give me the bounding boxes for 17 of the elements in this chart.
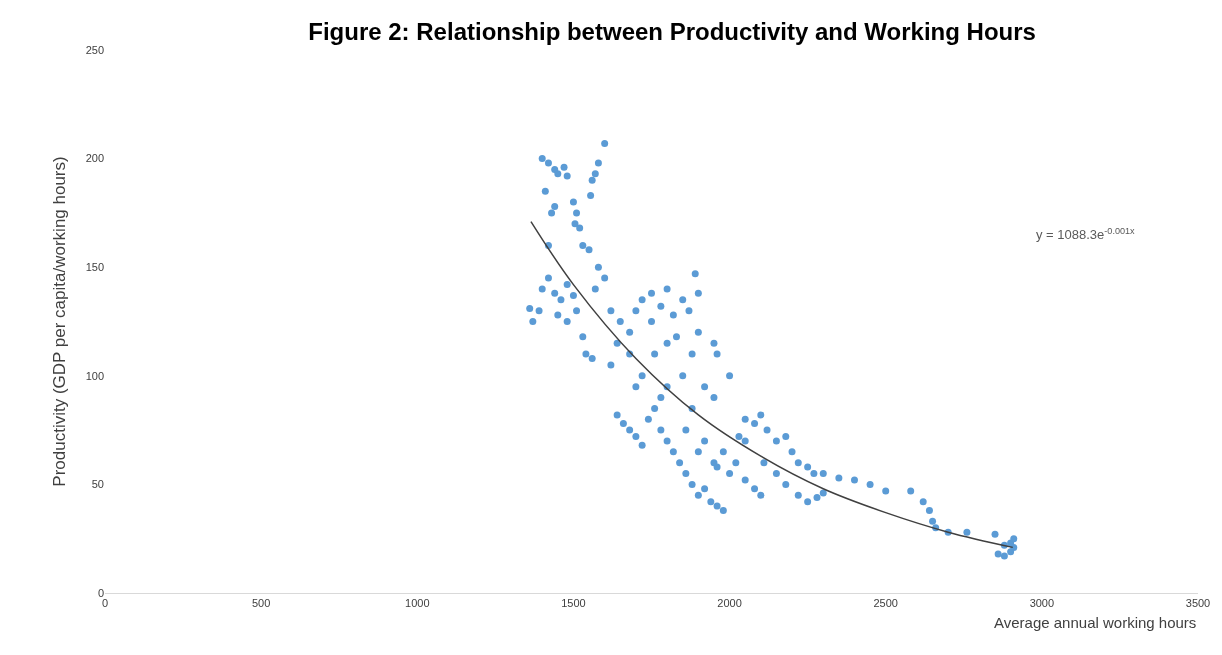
y-axis-title: Productivity (GDP per capita/working hours) bbox=[50, 156, 70, 487]
x-axis-title: Average annual working hours bbox=[994, 614, 1197, 631]
x-tick-label: 2000 bbox=[717, 597, 742, 610]
x-tick-label: 3500 bbox=[1185, 597, 1211, 610]
x-tick-label: 2500 bbox=[873, 597, 898, 610]
x-tick-label: 1000 bbox=[405, 597, 430, 610]
y-tick-label: 150 bbox=[85, 261, 104, 274]
y-tick-label: 200 bbox=[85, 152, 104, 165]
y-tick-label: 100 bbox=[85, 369, 104, 382]
x-tick-label: 500 bbox=[251, 597, 271, 610]
chart-title: Figure 2: Relationship between Productivity and Working Hours bbox=[308, 17, 1036, 45]
annotation: y = 1088.3e$^{-0.001x}$ bbox=[1036, 226, 1136, 243]
y-tick-label: 0 bbox=[97, 586, 104, 599]
y-tick-label: 50 bbox=[91, 478, 104, 491]
y-tick-label: 250 bbox=[85, 43, 104, 56]
x-tick-label: 1500 bbox=[561, 597, 586, 610]
x-tick-label: 3000 bbox=[1029, 597, 1055, 610]
